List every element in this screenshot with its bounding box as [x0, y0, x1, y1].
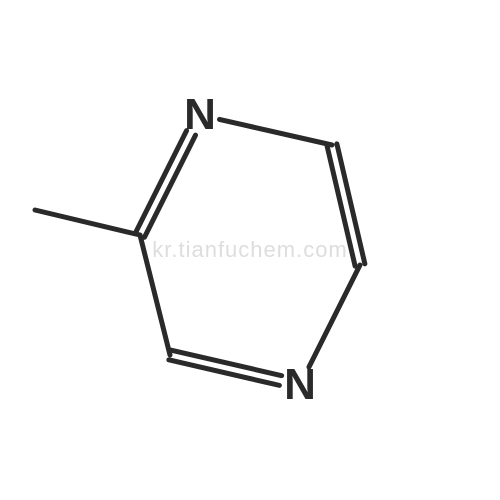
structure-canvas: NN kr.tianfuchem.com: [0, 0, 500, 500]
bond-line: [140, 235, 170, 355]
atom-N1: N: [184, 90, 216, 140]
bond-line: [220, 119, 332, 145]
bond-layer: [0, 0, 500, 500]
bond-line: [35, 210, 140, 235]
bond-line: [136, 131, 187, 233]
bond-line: [309, 265, 360, 367]
atom-N4: N: [284, 360, 316, 410]
bond-line: [144, 135, 195, 237]
